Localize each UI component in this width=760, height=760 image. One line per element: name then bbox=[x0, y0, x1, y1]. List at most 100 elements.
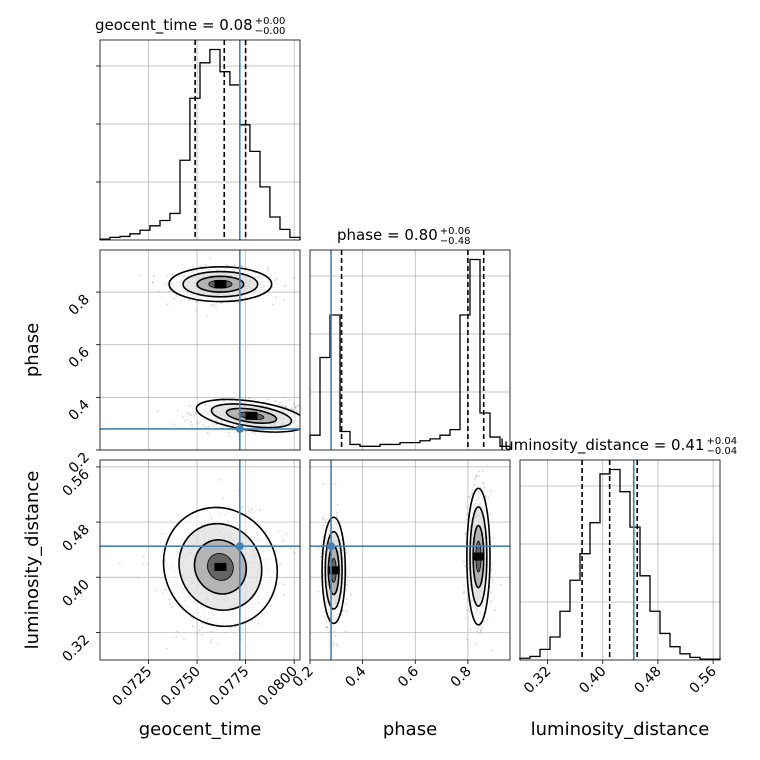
sample-point bbox=[190, 421, 192, 423]
sample-point bbox=[186, 412, 189, 415]
x-tick-label: 0.8 bbox=[448, 664, 475, 691]
y-tick-label: 0.4 bbox=[66, 397, 93, 424]
sample-point bbox=[168, 603, 171, 606]
sample-point bbox=[251, 431, 254, 434]
x-tick-label: 0.0725 bbox=[109, 664, 155, 710]
sample-point bbox=[221, 302, 223, 305]
sample-point bbox=[211, 423, 214, 425]
sample-point bbox=[195, 310, 198, 312]
truth-marker bbox=[235, 424, 244, 433]
sample-point bbox=[193, 414, 196, 416]
sample-point bbox=[194, 411, 197, 414]
sample-point bbox=[304, 423, 306, 425]
sample-point bbox=[176, 630, 179, 633]
sample-point bbox=[284, 405, 287, 408]
sample-point bbox=[157, 410, 159, 413]
sample-point bbox=[206, 432, 209, 434]
sample-point bbox=[290, 407, 293, 409]
sample-point bbox=[323, 420, 325, 422]
sample-point bbox=[468, 496, 471, 499]
sample-point bbox=[146, 562, 149, 565]
panel-content bbox=[310, 460, 510, 660]
sample-point bbox=[199, 265, 202, 268]
title-geocent_time: geocent_time = 0.08 +0.00−0.00 bbox=[95, 16, 285, 37]
sample-point bbox=[483, 620, 485, 623]
axes-frame bbox=[519, 459, 721, 661]
sample-point bbox=[282, 539, 284, 542]
sample-point bbox=[210, 630, 213, 633]
sample-point bbox=[278, 403, 280, 406]
sample-point bbox=[289, 547, 292, 550]
sample-point bbox=[180, 299, 183, 302]
sample-point bbox=[192, 266, 194, 268]
sample-point bbox=[317, 547, 320, 550]
sample-point bbox=[476, 630, 479, 633]
x-tick-label: 0.0750 bbox=[158, 664, 204, 710]
histogram-geocent_time bbox=[99, 48, 301, 240]
panel-title: luminosity_distance = 0.41 bbox=[500, 436, 704, 455]
sample-point bbox=[197, 422, 200, 425]
sample-point bbox=[266, 267, 269, 270]
sample-point bbox=[334, 635, 337, 637]
sample-point bbox=[282, 396, 285, 399]
sample-point bbox=[251, 619, 254, 622]
sample-point bbox=[228, 431, 231, 434]
sample-point bbox=[475, 642, 478, 645]
sample-point bbox=[271, 286, 274, 289]
sample-point bbox=[198, 629, 201, 632]
panel-content bbox=[100, 460, 300, 660]
sample-point bbox=[190, 424, 193, 426]
sample-point bbox=[219, 478, 222, 481]
sample-point bbox=[282, 594, 285, 596]
sample-point bbox=[466, 608, 469, 611]
x-tick-label: 0.40 bbox=[576, 664, 609, 697]
sample-point bbox=[209, 641, 212, 644]
sample-point bbox=[206, 315, 208, 317]
sample-point bbox=[346, 583, 349, 586]
y-tick-label: 0.32 bbox=[59, 632, 92, 665]
x-tick-label: 0.48 bbox=[631, 664, 664, 697]
sample-point bbox=[195, 301, 198, 304]
sample-point bbox=[292, 402, 295, 405]
sample-point bbox=[142, 563, 145, 566]
sample-point bbox=[240, 264, 243, 267]
sample-point bbox=[196, 632, 199, 635]
sample-point bbox=[167, 291, 170, 293]
sample-point bbox=[469, 495, 471, 498]
sample-point bbox=[296, 404, 299, 407]
sample-point bbox=[210, 638, 213, 641]
title-luminosity_distance: luminosity_distance = 0.41 +0.04−0.04 bbox=[500, 436, 737, 457]
x-tick-label: 0.0800 bbox=[255, 664, 301, 710]
sample-point bbox=[245, 430, 248, 433]
sample-point bbox=[164, 588, 166, 591]
sample-point bbox=[171, 273, 174, 276]
sample-point bbox=[157, 290, 160, 293]
sample-point bbox=[153, 275, 155, 278]
histogram-luminosity_distance bbox=[519, 468, 721, 660]
sample-point bbox=[275, 278, 278, 280]
sample-point bbox=[210, 304, 213, 306]
truth-marker bbox=[327, 542, 336, 551]
sample-point bbox=[464, 616, 467, 619]
sample-point bbox=[470, 492, 473, 495]
sample-point bbox=[320, 555, 322, 558]
sample-point bbox=[325, 626, 328, 629]
scatter-panel-geocent_time_vs_luminosity_distance bbox=[99, 459, 301, 661]
sample-point bbox=[345, 598, 348, 601]
sample-point bbox=[333, 630, 336, 633]
y-tick-label: 0.6 bbox=[66, 344, 93, 371]
truth-marker bbox=[235, 542, 244, 551]
panel-title: geocent_time = 0.08 bbox=[95, 16, 253, 35]
y-axis-label-phase: phase bbox=[22, 323, 43, 377]
sample-point bbox=[345, 548, 348, 551]
sample-point bbox=[489, 490, 492, 493]
sample-point bbox=[301, 423, 303, 425]
sample-point bbox=[209, 257, 212, 260]
sample-point bbox=[475, 474, 478, 477]
x-axis-label-phase: phase bbox=[383, 719, 437, 740]
sample-point bbox=[258, 508, 261, 511]
sample-point bbox=[320, 552, 323, 555]
sample-point bbox=[212, 304, 215, 306]
sample-point bbox=[284, 405, 287, 408]
